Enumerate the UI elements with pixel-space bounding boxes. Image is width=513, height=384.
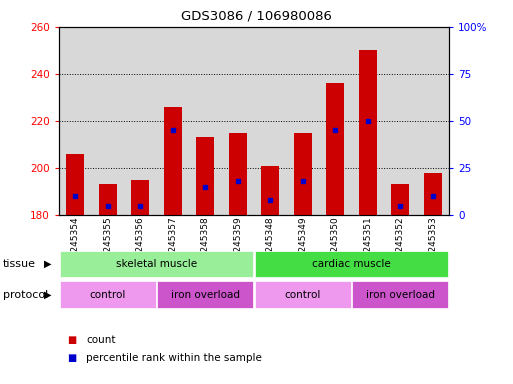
Text: ■: ■ (67, 335, 76, 345)
Bar (294, 133, 311, 215)
Bar (196, 137, 214, 215)
Bar (66, 154, 84, 215)
Bar (157, 281, 253, 308)
Bar (391, 184, 409, 215)
Text: protocol: protocol (3, 290, 48, 300)
Text: skeletal muscle: skeletal muscle (116, 259, 197, 269)
Bar (99, 184, 116, 215)
Text: percentile rank within the sample: percentile rank within the sample (86, 353, 262, 363)
Bar (60, 281, 156, 308)
Text: count: count (86, 335, 116, 345)
Text: ▶: ▶ (44, 259, 51, 269)
Text: tissue: tissue (3, 259, 35, 269)
Bar (359, 50, 377, 215)
Text: iron overload: iron overload (171, 290, 240, 300)
Text: iron overload: iron overload (366, 290, 435, 300)
Text: ▶: ▶ (44, 290, 51, 300)
Text: cardiac muscle: cardiac muscle (312, 259, 391, 269)
Bar (352, 281, 448, 308)
Bar (261, 166, 279, 215)
Bar (131, 180, 149, 215)
Text: control: control (90, 290, 126, 300)
Bar (254, 281, 351, 308)
Bar (326, 83, 344, 215)
Bar (424, 173, 442, 215)
Text: control: control (285, 290, 321, 300)
Bar (164, 107, 182, 215)
Bar (229, 133, 247, 215)
Bar (60, 251, 253, 277)
Text: GDS3086 / 106980086: GDS3086 / 106980086 (181, 10, 332, 23)
Text: ■: ■ (67, 353, 76, 363)
Bar (254, 251, 448, 277)
